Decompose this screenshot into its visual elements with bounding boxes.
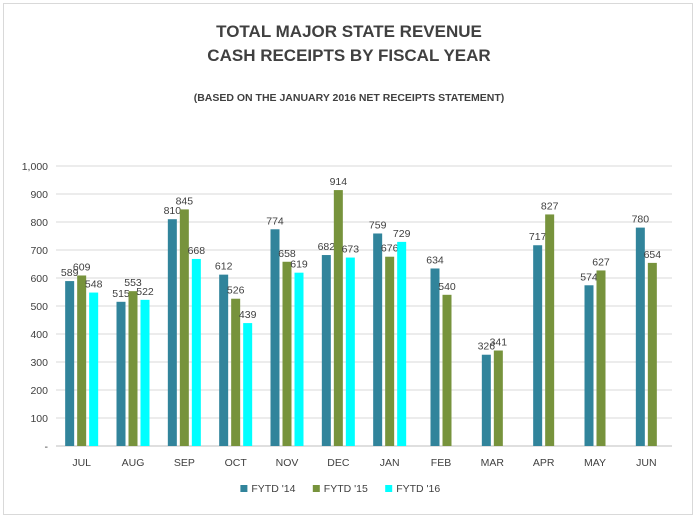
data-label: 654 <box>644 249 662 261</box>
data-label: 682 <box>318 241 336 253</box>
y-tick-label: 400 <box>30 329 48 341</box>
x-tick-label: DEC <box>327 457 350 469</box>
bar <box>231 298 241 446</box>
legend-label: FYTD '16 <box>396 483 440 495</box>
bar <box>77 275 87 446</box>
bar <box>128 291 138 446</box>
y-tick-label: 300 <box>30 357 48 369</box>
bar <box>397 241 407 446</box>
legend-swatch <box>312 485 320 492</box>
x-tick-label: MAY <box>584 457 606 469</box>
data-label: 609 <box>73 261 91 273</box>
bar <box>65 281 75 446</box>
data-label: 526 <box>227 285 245 297</box>
bar <box>442 294 452 446</box>
data-label: 522 <box>136 286 154 298</box>
y-tick-label: 1,000 <box>22 161 48 173</box>
bar <box>191 258 201 446</box>
legend-swatch <box>240 485 248 492</box>
y-tick-label: 100 <box>30 413 48 425</box>
x-tick-label: APR <box>533 457 555 469</box>
data-label: 827 <box>541 200 559 212</box>
x-tick-label: MAR <box>481 457 505 469</box>
data-label: 341 <box>490 337 508 349</box>
data-label: 574 <box>580 271 598 283</box>
bar <box>596 270 606 446</box>
y-tick-label: 700 <box>30 245 48 257</box>
x-tick-label: OCT <box>225 457 248 469</box>
data-label: 619 <box>290 259 308 271</box>
y-tick-label: 900 <box>30 189 48 201</box>
data-label: 658 <box>278 248 296 260</box>
bar <box>294 272 304 446</box>
data-label: 845 <box>176 195 194 207</box>
data-label: 717 <box>529 231 547 243</box>
y-tick-label: - <box>45 441 49 453</box>
data-label: 676 <box>381 243 399 255</box>
legend-swatch <box>385 485 393 492</box>
x-tick-label: FEB <box>431 457 451 469</box>
data-label: 729 <box>393 228 411 240</box>
bar <box>333 190 343 446</box>
chart-title-line2: CASH RECEIPTS BY FISCAL YEAR <box>207 46 491 65</box>
data-label: 612 <box>215 261 233 273</box>
bar <box>373 233 383 446</box>
data-label: 634 <box>426 254 444 266</box>
data-label: 780 <box>632 214 650 226</box>
x-tick-label: JAN <box>380 457 400 469</box>
bar <box>243 323 253 446</box>
bar <box>282 261 292 446</box>
bar <box>647 262 657 446</box>
data-label: 548 <box>85 279 103 291</box>
data-label: 668 <box>188 245 206 257</box>
data-label: 326 <box>478 341 496 353</box>
data-label: 759 <box>369 219 387 231</box>
bar <box>89 292 99 446</box>
bar <box>219 274 229 446</box>
data-label: 515 <box>112 288 130 300</box>
bar <box>584 285 594 446</box>
y-tick-label: 500 <box>30 301 48 313</box>
bar <box>635 227 645 446</box>
bar <box>116 301 126 446</box>
bar <box>385 256 395 446</box>
data-label: 540 <box>438 281 456 293</box>
x-tick-label: NOV <box>276 457 299 469</box>
x-tick-label: SEP <box>174 457 195 469</box>
x-tick-label: JUN <box>636 457 656 469</box>
data-label: 627 <box>592 256 610 268</box>
x-tick-label: AUG <box>122 457 145 469</box>
bar <box>481 354 491 446</box>
data-label: 810 <box>164 205 182 217</box>
bar <box>140 299 150 446</box>
bar <box>167 219 177 446</box>
bar <box>345 257 355 446</box>
bar <box>493 350 503 446</box>
y-tick-label: 800 <box>30 217 48 229</box>
bar <box>430 268 440 446</box>
data-label: 553 <box>124 277 142 289</box>
chart-title: TOTAL MAJOR STATE REVENUE <box>216 22 482 41</box>
data-label: 774 <box>266 215 284 227</box>
bar <box>533 245 543 446</box>
legend-label: FYTD '14 <box>251 483 295 495</box>
data-label: 439 <box>239 309 257 321</box>
data-label: 673 <box>342 244 360 256</box>
chart-subtitle: (BASED ON THE JANUARY 2016 NET RECEIPTS … <box>193 92 505 104</box>
legend-label: FYTD '15 <box>324 483 368 495</box>
y-tick-label: 200 <box>30 385 48 397</box>
x-tick-label: JUL <box>72 457 91 469</box>
bar <box>545 214 555 446</box>
data-label: 914 <box>330 176 348 188</box>
bar <box>179 209 189 446</box>
data-label: 589 <box>61 267 79 279</box>
bar <box>321 255 331 446</box>
bar <box>270 229 280 446</box>
y-tick-label: 600 <box>30 273 48 285</box>
